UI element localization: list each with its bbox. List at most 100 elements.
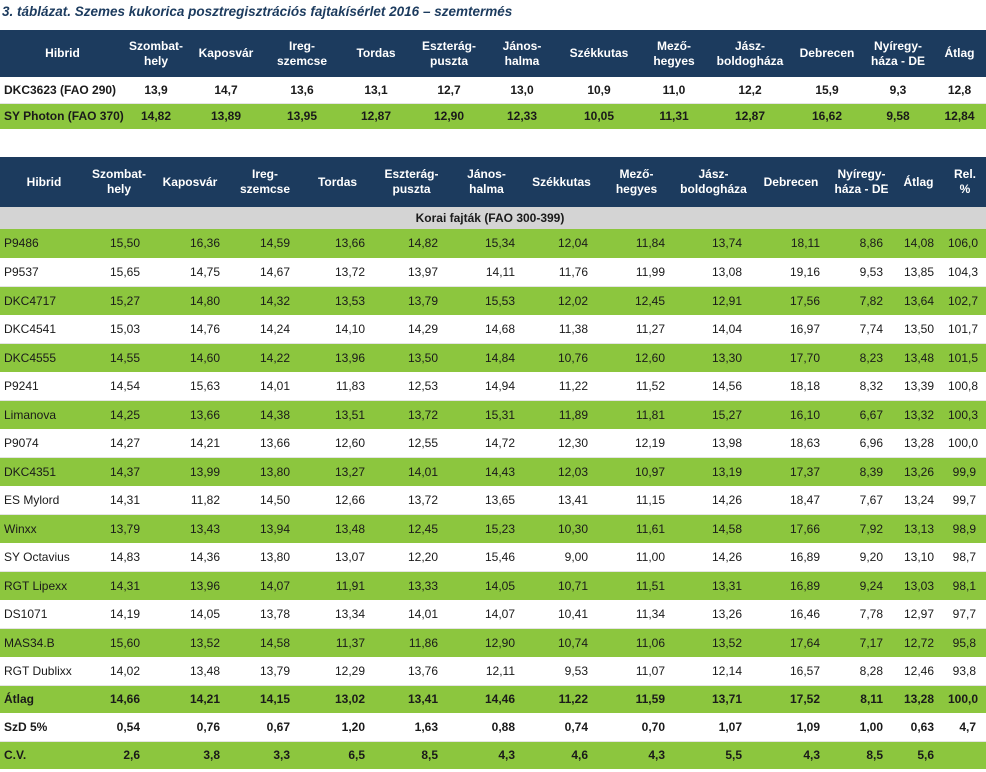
value-cell: 14,37 — [88, 457, 150, 486]
value-cell: 6,96 — [830, 428, 893, 458]
value-cell: 14,66 — [88, 685, 150, 713]
hybrid-name: Limanova — [0, 400, 88, 429]
value-cell: 13,85 — [893, 257, 944, 287]
hybrid-name: Winxx — [0, 514, 88, 543]
hybrid-name: RGT Dublixx — [0, 656, 88, 686]
value-cell: 14,25 — [88, 400, 150, 429]
value-cell: 14,67 — [230, 257, 300, 287]
header-cell: Székkutas — [559, 30, 639, 77]
value-cell: 13,27 — [300, 457, 375, 486]
value-cell: 8,86 — [830, 229, 893, 258]
value-cell: 14,21 — [150, 685, 230, 713]
value-cell: 102,7 — [944, 286, 986, 315]
value-cell: 14,05 — [448, 571, 525, 600]
value-cell: 12,87 — [709, 103, 791, 129]
value-cell: 16,62 — [791, 103, 863, 129]
value-cell: 10,30 — [525, 514, 598, 543]
value-cell: 93,8 — [944, 656, 986, 686]
value-cell: 11,31 — [639, 103, 709, 129]
value-cell: 17,70 — [752, 343, 830, 372]
value-cell: 9,53 — [830, 257, 893, 287]
value-cell: 13,30 — [675, 343, 752, 372]
value-cell: 14,08 — [893, 229, 944, 258]
hybrid-name: DKC4717 — [0, 286, 88, 315]
value-cell: 0,54 — [88, 713, 150, 742]
value-cell: 13,48 — [893, 343, 944, 372]
value-cell: 14,83 — [88, 542, 150, 572]
value-cell: 10,05 — [559, 103, 639, 129]
value-cell: 101,5 — [944, 343, 986, 372]
value-cell: 13,39 — [893, 371, 944, 401]
value-cell: 13,0 — [485, 77, 559, 104]
value-cell: 14,68 — [448, 314, 525, 344]
value-cell: 13,50 — [375, 343, 448, 372]
value-cell: 12,97 — [893, 599, 944, 629]
value-cell: 12,29 — [300, 656, 375, 686]
value-cell: 4,7 — [944, 713, 986, 742]
hybrid-name: P9074 — [0, 428, 88, 458]
value-cell: 14,19 — [88, 599, 150, 629]
header-cell: Debrecen — [752, 157, 830, 207]
value-cell: 12,19 — [598, 428, 675, 458]
data-row: Limanova 14,25 13,66 14,38 13,51 13,72 15,31 11… — [0, 400, 986, 429]
value-cell: 13,72 — [300, 257, 375, 287]
value-cell: 101,7 — [944, 314, 986, 344]
value-cell: 16,89 — [752, 571, 830, 600]
value-cell: 11,83 — [300, 371, 375, 401]
data-row: RGT Lipexx 14,31 13,96 14,07 11,91 13,33 14,05… — [0, 571, 986, 600]
value-cell: 11,06 — [598, 628, 675, 657]
value-cell: 2,6 — [88, 741, 150, 769]
header-cell: Kaposvár — [150, 157, 230, 207]
value-cell: 12,60 — [598, 343, 675, 372]
value-cell: 12,66 — [300, 485, 375, 515]
value-cell: 4,3 — [752, 741, 830, 769]
value-cell: 14,58 — [675, 514, 752, 543]
data-row: C.V. 2,6 3,8 3,3 6,5 8,5 4,3 4,6 4,3 5,5 4,3 8,5 5,6 — [0, 741, 986, 769]
value-cell: 14,31 — [88, 571, 150, 600]
value-cell: 12,90 — [448, 628, 525, 657]
value-cell: 11,89 — [525, 400, 598, 429]
value-cell: 14,01 — [230, 371, 300, 401]
header-row: Hibrid Szombat- hely Kaposvár Ireg- szemcse… — [0, 30, 986, 77]
value-cell: 3,3 — [230, 741, 300, 769]
value-cell: 12,14 — [675, 656, 752, 686]
value-cell: 14,43 — [448, 457, 525, 486]
value-cell: 13,19 — [675, 457, 752, 486]
value-cell: 1,20 — [300, 713, 375, 742]
header-cell: Székkutas — [525, 157, 598, 207]
value-cell: 13,48 — [300, 514, 375, 543]
value-cell: 12,20 — [375, 542, 448, 572]
data-row: RGT Dublixx 14,02 13,48 13,79 12,29 13,76 12,1… — [0, 656, 986, 686]
value-cell: 13,53 — [300, 286, 375, 315]
value-cell: 98,7 — [944, 542, 986, 572]
value-cell: 13,97 — [375, 257, 448, 287]
value-cell: 11,82 — [150, 485, 230, 515]
value-cell: 5,6 — [893, 741, 944, 769]
header-cell: Nyíregy- háza - DE — [863, 30, 933, 77]
value-cell: 14,72 — [448, 428, 525, 458]
data-row: MAS34.B 15,60 13,52 14,58 11,37 11,86 12,90 10,… — [0, 628, 986, 657]
value-cell: 14,15 — [230, 685, 300, 713]
value-cell: 13,95 — [265, 103, 339, 129]
value-cell: 13,43 — [150, 514, 230, 543]
value-cell: 13,13 — [893, 514, 944, 543]
value-cell: 100,8 — [944, 371, 986, 401]
value-cell: 11,0 — [639, 77, 709, 104]
value-cell: 18,18 — [752, 371, 830, 401]
hybrid-name: DKC4351 — [0, 457, 88, 486]
value-cell: 11,52 — [598, 371, 675, 401]
value-cell: 100,0 — [944, 428, 986, 458]
value-cell: 13,41 — [375, 685, 448, 713]
value-cell: 14,01 — [375, 457, 448, 486]
hybrid-name: SzD 5% — [0, 713, 88, 742]
value-cell: 5,5 — [675, 741, 752, 769]
value-cell: 14,54 — [88, 371, 150, 401]
value-cell: 12,90 — [413, 103, 485, 129]
value-cell: 12,72 — [893, 628, 944, 657]
value-cell: 11,59 — [598, 685, 675, 713]
value-cell: 6,5 — [300, 741, 375, 769]
value-cell: 0,63 — [893, 713, 944, 742]
value-cell: 13,80 — [230, 457, 300, 486]
value-cell: 13,78 — [230, 599, 300, 629]
value-cell: 14,50 — [230, 485, 300, 515]
